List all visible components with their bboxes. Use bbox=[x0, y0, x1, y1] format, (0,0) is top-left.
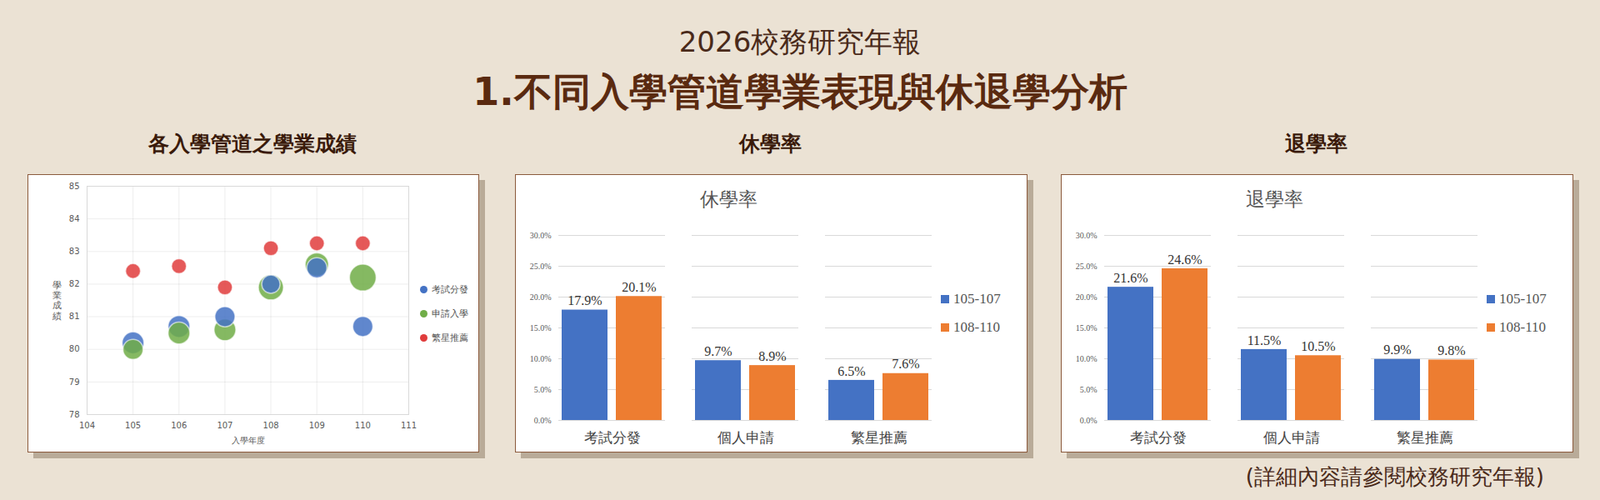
html-text:105-107: 105-107 bbox=[953, 290, 1001, 307]
svg-text:15.0%: 15.0% bbox=[1075, 323, 1098, 333]
svg-text:繁星推薦: 繁星推薦 bbox=[850, 430, 908, 446]
svg-text:25.0%: 25.0% bbox=[530, 261, 552, 271]
html-text:考試分發: 考試分發 bbox=[431, 283, 469, 295]
html-text:108-110: 108-110 bbox=[1499, 319, 1546, 335]
svg-text:84: 84 bbox=[69, 214, 80, 224]
svg-text:10.0%: 10.0% bbox=[530, 354, 552, 364]
html-text:休學率: 休學率 bbox=[699, 189, 758, 210]
svg-text:30.0%: 30.0% bbox=[530, 230, 552, 240]
svg-text:25.0%: 25.0% bbox=[1075, 261, 1098, 271]
html-text:108-110: 108-110 bbox=[953, 319, 1000, 335]
svg-text:入學年度: 入學年度 bbox=[231, 435, 265, 445]
svg-text:80: 80 bbox=[69, 344, 80, 354]
svg-text:83: 83 bbox=[69, 246, 80, 256]
svg-text:8.9%: 8.9% bbox=[758, 349, 786, 364]
svg-text:個人申請: 個人申請 bbox=[1263, 430, 1320, 446]
svg-text:6.5%: 6.5% bbox=[837, 364, 865, 379]
html-text:2026校務研究年報: 2026校務研究年報 bbox=[678, 25, 922, 59]
svg-text:21.6%: 21.6% bbox=[1113, 270, 1148, 285]
svg-text:9.7%: 9.7% bbox=[704, 344, 732, 359]
svg-text:81: 81 bbox=[69, 311, 80, 321]
svg-text:5.0%: 5.0% bbox=[534, 385, 552, 395]
svg-text:5.0%: 5.0% bbox=[1080, 385, 1098, 395]
html-text:退學率: 退學率 bbox=[1285, 131, 1348, 156]
html-text:1.不同入學管道學業表現與休退學分析: 1.不同入學管道學業表現與休退學分析 bbox=[472, 69, 1128, 115]
svg-text:110: 110 bbox=[355, 420, 371, 430]
html-text:(詳細內容請參閱校務研究年報): (詳細內容請參閱校務研究年報) bbox=[1245, 464, 1545, 490]
svg-text:9.8%: 9.8% bbox=[1437, 343, 1465, 358]
svg-text:考試分發: 考試分發 bbox=[584, 430, 641, 446]
svg-text:繁星推薦: 繁星推薦 bbox=[1396, 430, 1454, 446]
svg-text:106: 106 bbox=[170, 420, 187, 430]
html-text:休學率: 休學率 bbox=[739, 131, 802, 156]
svg-text:9.9%: 9.9% bbox=[1383, 342, 1411, 357]
svg-text:109: 109 bbox=[309, 420, 325, 430]
svg-text:10.0%: 10.0% bbox=[1075, 354, 1098, 364]
svg-text:學業成績: 學業成績 bbox=[51, 280, 62, 321]
html-text:105-107: 105-107 bbox=[1499, 290, 1547, 307]
svg-text:107: 107 bbox=[216, 420, 233, 430]
svg-text:111: 111 bbox=[400, 420, 417, 430]
svg-text:104: 104 bbox=[79, 420, 95, 430]
html-text:申請入學: 申請入學 bbox=[431, 307, 469, 319]
html-text:退學率: 退學率 bbox=[1245, 189, 1303, 210]
svg-text:10.5%: 10.5% bbox=[1300, 339, 1335, 354]
svg-text:個人申請: 個人申請 bbox=[717, 430, 775, 446]
svg-text:11.5%: 11.5% bbox=[1247, 333, 1282, 348]
svg-text:30.0%: 30.0% bbox=[1075, 230, 1098, 240]
svg-text:考試分發: 考試分發 bbox=[1130, 430, 1187, 446]
svg-text:20.0%: 20.0% bbox=[530, 292, 552, 302]
svg-text:0.0%: 0.0% bbox=[534, 415, 552, 425]
svg-text:105: 105 bbox=[125, 420, 141, 430]
svg-text:15.0%: 15.0% bbox=[530, 323, 552, 333]
svg-text:17.9%: 17.9% bbox=[567, 293, 602, 308]
html-text:繁星推薦: 繁星推薦 bbox=[431, 332, 469, 343]
svg-text:108: 108 bbox=[263, 420, 280, 430]
html-text:各入學管道之學業成績: 各入學管道之學業成績 bbox=[148, 131, 357, 156]
svg-text:82: 82 bbox=[69, 279, 80, 289]
svg-text:20.0%: 20.0% bbox=[1075, 292, 1098, 302]
svg-text:78: 78 bbox=[69, 410, 80, 420]
svg-text:24.6%: 24.6% bbox=[1167, 252, 1202, 267]
svg-text:85: 85 bbox=[69, 181, 80, 191]
svg-text:7.6%: 7.6% bbox=[891, 356, 920, 371]
svg-text:79: 79 bbox=[69, 377, 80, 387]
svg-text:20.1%: 20.1% bbox=[621, 280, 656, 295]
svg-text:0.0%: 0.0% bbox=[1080, 415, 1098, 425]
